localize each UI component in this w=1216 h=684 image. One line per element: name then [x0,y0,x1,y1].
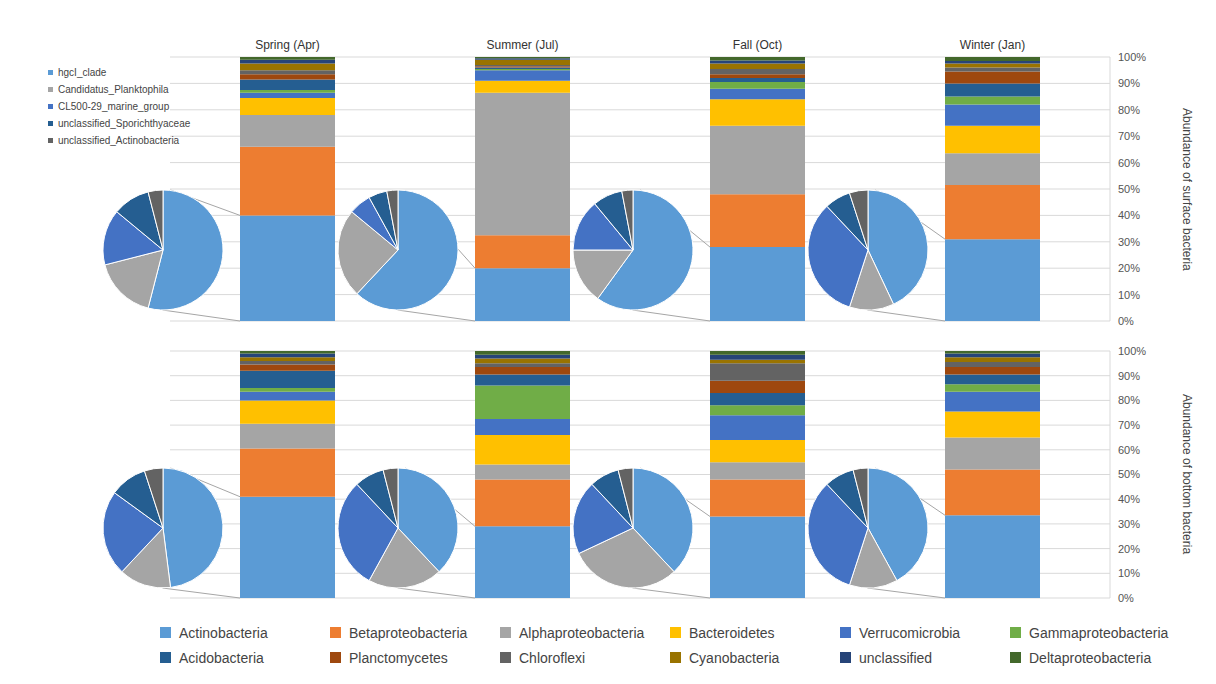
svg-text:90%: 90% [1118,77,1140,89]
html-text:Acidobacteria: Acidobacteria [179,649,264,666]
svg-text:0%: 0% [1118,592,1134,604]
html-text:unclassified_Sporichthyaceae: unclassified_Sporichthyaceae [58,118,191,129]
html-text:Gammaproteobacteria: Gammaproteobacteria [1029,624,1169,641]
html-text:Alphaproteobacteria: Alphaproteobacteria [519,624,645,641]
svg-text:50%: 50% [1118,183,1140,195]
svg-text:40%: 40% [1118,209,1140,221]
svg-text:70%: 70% [1118,130,1140,142]
html-text:unclassified_Actinobacteria: unclassified_Actinobacteria [58,135,180,146]
svg-text:100%: 100% [1118,345,1146,357]
html-text:CL500-29_marine_group: CL500-29_marine_group [58,101,170,112]
svg-text:Summer (Jul): Summer (Jul) [486,38,558,52]
svg-text:10%: 10% [1118,289,1140,301]
html-text:hgcI_clade: hgcI_clade [58,67,107,78]
svg-text:40%: 40% [1118,493,1140,505]
svg-text:90%: 90% [1118,370,1140,382]
svg-text:0%: 0% [1118,315,1134,327]
html-text:Cyanobacteria: Cyanobacteria [689,649,780,666]
svg-text:50%: 50% [1118,468,1140,480]
svg-text:80%: 80% [1118,104,1140,116]
svg-text:70%: 70% [1118,419,1140,431]
html-text:Abundance of surface bacteria: Abundance of surface bacteria [1180,107,1194,271]
svg-text:Spring (Apr): Spring (Apr) [255,38,320,52]
svg-text:100%: 100% [1118,51,1146,63]
svg-text:Fall (Oct): Fall (Oct) [733,38,782,52]
html-text:Candidatus_Planktophila: Candidatus_Planktophila [58,84,169,95]
svg-text:20%: 20% [1118,543,1140,555]
html-text:Verrucomicrobia: Verrucomicrobia [859,624,961,641]
html-text:Planctomycetes: Planctomycetes [349,649,448,666]
html-text:Bacteroidetes: Bacteroidetes [689,624,775,641]
svg-text:80%: 80% [1118,394,1140,406]
html-text:Abundance of bottom bacteria: Abundance of bottom bacteria [1180,394,1194,555]
svg-text:20%: 20% [1118,262,1140,274]
svg-text:60%: 60% [1118,444,1140,456]
svg-text:Winter (Jan): Winter (Jan) [960,38,1025,52]
svg-text:60%: 60% [1118,157,1140,169]
html-text:Deltaproteobacteria: Deltaproteobacteria [1029,649,1152,666]
svg-text:30%: 30% [1118,236,1140,248]
html-text:unclassified: unclassified [859,649,933,666]
svg-text:10%: 10% [1118,567,1140,579]
html-text:Actinobacteria: Actinobacteria [179,624,268,641]
svg-text:30%: 30% [1118,518,1140,530]
html-text:Betaproteobacteria: Betaproteobacteria [349,624,468,641]
html-text:Chloroflexi: Chloroflexi [519,649,586,666]
